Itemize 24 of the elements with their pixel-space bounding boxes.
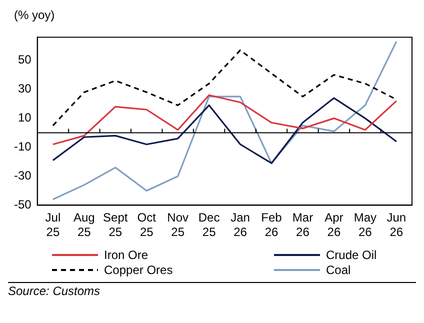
y-tick-label: 10: [18, 110, 32, 125]
y-tick-label: 50: [18, 52, 32, 67]
legend-label: Crude Oil: [326, 248, 378, 262]
x-tick-label: Oct 25: [137, 210, 157, 240]
x-tick-label: Dec 25: [198, 210, 220, 240]
legend-label: Iron Ore: [104, 248, 148, 262]
y-tick-label: -10: [14, 140, 32, 154]
x-tick-label: Jul 25: [45, 210, 61, 240]
y-tick-label: 30: [18, 82, 32, 96]
x-tick-label: Sept 25: [103, 210, 128, 240]
y-tick-label: -50: [14, 198, 32, 212]
x-tick-label: May 26: [354, 210, 377, 240]
y-axis-title: (% yoy): [13, 8, 56, 24]
legend-label: Coal: [326, 263, 352, 277]
x-tick-label: Apr 26: [324, 210, 344, 240]
legend-label: Copper Ores: [104, 263, 173, 277]
x-tick-label: Feb 26: [261, 210, 282, 240]
x-tick-label: Mar 26: [292, 210, 314, 240]
y-tick-label: -30: [14, 168, 32, 183]
x-tick-label: Aug 25: [73, 210, 95, 240]
x-tick-label: Jan 26: [230, 210, 250, 240]
x-tick-label: Jun 26: [386, 210, 406, 240]
source-note: Source: Customs: [8, 282, 416, 298]
x-tick-label: Nov 25: [167, 210, 189, 240]
